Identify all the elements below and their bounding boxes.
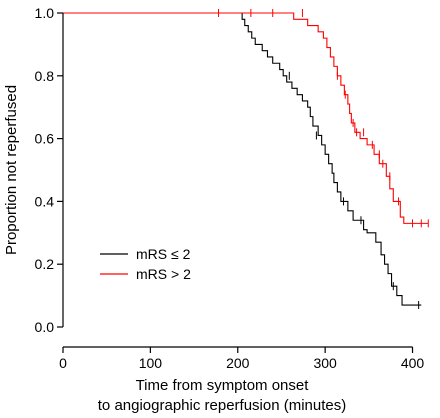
y-tick-label: 0.4 <box>35 193 55 209</box>
x-axis-title-line-2: to angiographic reperfusion (minutes) <box>98 397 346 414</box>
x-tick-label: 300 <box>313 355 337 371</box>
plot-area <box>63 9 429 310</box>
x-tick-label: 200 <box>226 355 250 371</box>
y-tick-label: 1.0 <box>35 5 55 21</box>
legend-label-mrs-gt-2: mRS > 2 <box>136 266 191 282</box>
y-tick-label: 0.2 <box>35 256 55 272</box>
series-line-0 <box>63 12 422 306</box>
x-tick-label: 400 <box>401 355 425 371</box>
y-tick-label: 0.6 <box>35 131 55 147</box>
legend-label-mrs-le-2: mRS ≤ 2 <box>136 246 191 262</box>
y-tick-label: 0.0 <box>35 319 55 335</box>
axes: 0.0 0.2 0.4 0.6 0.8 1.0 0 100 200 300 400 <box>35 5 425 371</box>
x-tick-label: 100 <box>139 355 163 371</box>
y-axis-title: Proportion not reperfused <box>3 85 20 255</box>
x-tick-label: 0 <box>59 355 67 371</box>
x-axis-title-line-1: Time from symptom onset <box>136 377 310 394</box>
series-line-1 <box>63 12 429 224</box>
legend: mRS ≤ 2 mRS > 2 <box>100 246 191 282</box>
y-tick-label: 0.8 <box>35 68 55 84</box>
